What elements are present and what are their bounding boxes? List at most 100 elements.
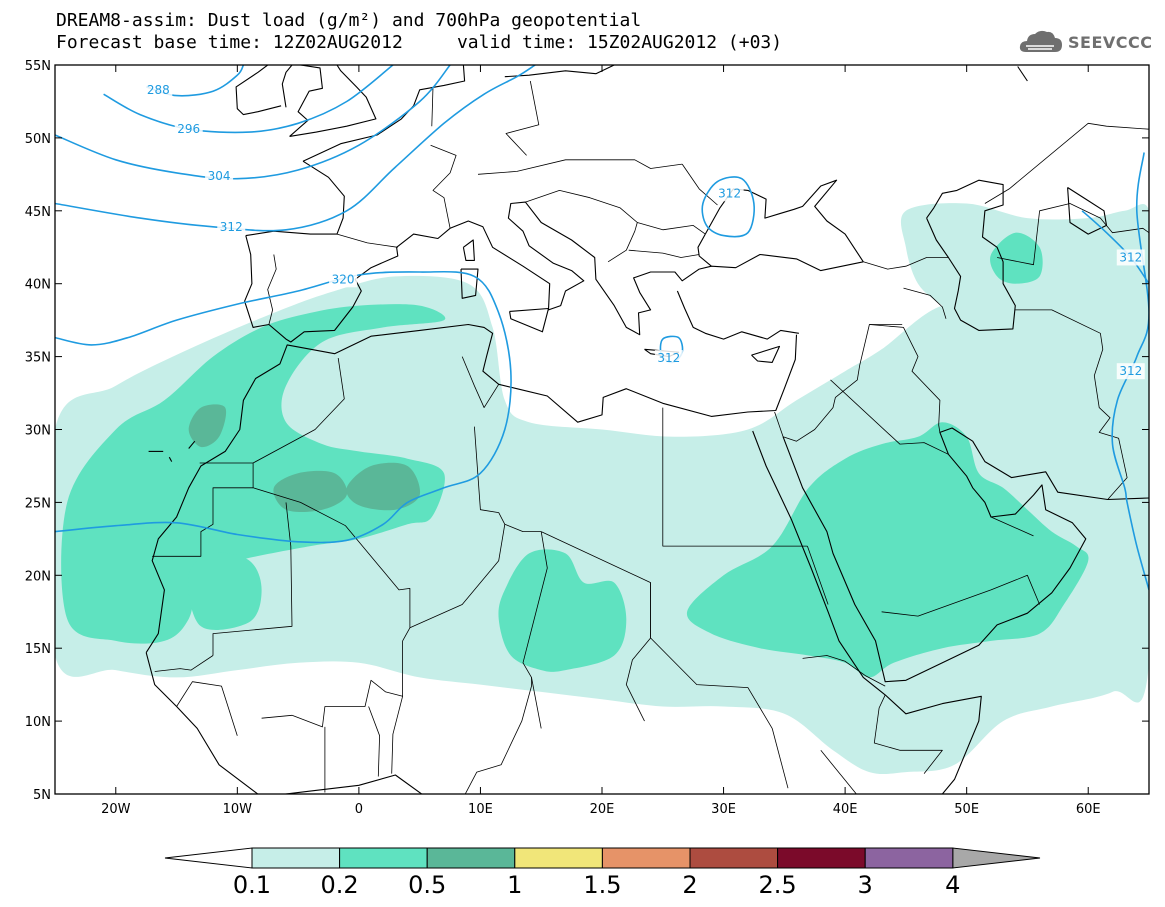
- coastline: [460, 268, 479, 299]
- country-border: [984, 122, 1149, 204]
- country-border: [154, 655, 214, 672]
- map-title: DREAM8-assim: Dust load (g/m²) and 700hP…: [56, 10, 642, 31]
- contour-label-bg: [217, 218, 246, 235]
- country-border: [807, 545, 829, 605]
- lat-tick-label: 45N: [25, 205, 51, 220]
- country-border: [261, 714, 293, 719]
- colorbar-label: 0.5: [408, 871, 446, 899]
- dust-region-0_5: [273, 470, 348, 512]
- colorbar-label: 1.5: [583, 871, 621, 899]
- colorbar: 0.1 0.2 0.5 1 1.5 2 2.5 3 4: [164, 847, 1041, 899]
- country-border: [541, 531, 651, 722]
- lat-tick-label: 30N: [25, 424, 51, 439]
- contour-label-bg: [715, 185, 744, 202]
- coastline: [509, 307, 550, 333]
- contour-label-bg: [205, 167, 234, 184]
- colorbar-label: 3: [858, 871, 873, 899]
- logo-text: SEEVCCC: [1068, 32, 1153, 52]
- country-border: [212, 502, 293, 656]
- country-border: [430, 144, 457, 229]
- colorbar-swatch: [777, 847, 866, 869]
- country-border: [199, 462, 411, 642]
- country-border: [474, 426, 542, 532]
- contour-label: 288: [147, 83, 170, 97]
- colorbar-label: 4: [945, 871, 960, 899]
- axis-ticks: 20W 10W 0 10E 20E 30E 40E 50E 60E 55N 50N 45N 40N 35N…: [25, 59, 1149, 817]
- country-border: [873, 694, 943, 774]
- contour-label: 320: [332, 272, 355, 286]
- country-border: [267, 254, 277, 325]
- colorbar-label: 2.5: [759, 871, 797, 899]
- contour-320: [55, 270, 512, 544]
- coastline: [926, 179, 1016, 331]
- lon-tick-label: 40E: [833, 802, 858, 817]
- dust-region-0_5: [346, 462, 421, 511]
- colorbar-swatch: [601, 847, 691, 869]
- dust-load-field: [55, 203, 1149, 775]
- lat-tick-label: 50N: [25, 132, 51, 147]
- coastline: [697, 233, 712, 267]
- country-border: [650, 582, 773, 729]
- lat-tick-label: 10N: [25, 715, 51, 730]
- lon-tick-label: 20E: [590, 802, 615, 817]
- country-border: [802, 655, 886, 687]
- colorbar-label: 0.2: [321, 871, 359, 899]
- lat-tick-label: 15N: [25, 642, 51, 657]
- contour-304: [55, 65, 451, 180]
- country-border: [830, 379, 949, 455]
- contour-label: 312: [718, 186, 741, 200]
- contour-296: [103, 65, 394, 134]
- country-border: [863, 257, 949, 270]
- country-border: [505, 80, 540, 156]
- lon-tick-label: 50E: [954, 802, 979, 817]
- colorbar-swatch: [514, 847, 603, 869]
- coastline: [235, 65, 293, 116]
- coastline: [462, 239, 475, 261]
- country-border: [881, 574, 1040, 617]
- contour-label-bg: [1116, 363, 1145, 380]
- coastline: [168, 456, 173, 462]
- contour-label: 312: [220, 220, 243, 234]
- lon-tick-label: 10W: [223, 802, 253, 817]
- cloud-icon: [1019, 30, 1062, 52]
- contour-label-bg: [329, 271, 358, 288]
- coastline: [188, 440, 196, 449]
- contour-label: 312: [1119, 250, 1142, 264]
- country-border: [409, 524, 506, 629]
- country-border: [461, 356, 500, 408]
- country-border: [477, 159, 683, 175]
- contour-label-bg: [144, 81, 173, 98]
- lon-tick-label: 30E: [711, 802, 736, 817]
- coastline: [245, 160, 345, 237]
- coastline: [145, 652, 423, 794]
- country-border: [176, 681, 238, 736]
- country-border: [431, 86, 434, 127]
- country-border: [820, 750, 857, 794]
- country-border: [464, 677, 532, 794]
- colorbar-swatch: [689, 847, 779, 869]
- coastline: [752, 430, 982, 794]
- contour-label: 312: [657, 351, 680, 365]
- country-border: [291, 640, 403, 728]
- colorbar-swatch: [426, 847, 516, 869]
- lon-tick-label: 60E: [1076, 802, 1101, 817]
- lon-tick-label: 0: [355, 802, 363, 817]
- contour-labels: 288 296 304 312 320 312 312 312 312: [144, 81, 1145, 380]
- lat-tick-label: 40N: [25, 278, 51, 293]
- lat-tick-label: 35N: [25, 351, 51, 366]
- contour-label: 304: [208, 169, 231, 183]
- country-border: [869, 324, 941, 433]
- country-border: [368, 706, 380, 777]
- coastline: [145, 323, 798, 653]
- coastline: [1017, 66, 1028, 82]
- country-border: [1015, 309, 1128, 500]
- contour-312: [1081, 210, 1149, 285]
- coastline: [289, 65, 377, 137]
- coastline: [782, 427, 1149, 683]
- country-border: [637, 222, 706, 235]
- country-border: [525, 190, 638, 263]
- contour-label-bg: [654, 350, 683, 367]
- contour-label-bg: [174, 121, 203, 138]
- country-border: [252, 358, 345, 464]
